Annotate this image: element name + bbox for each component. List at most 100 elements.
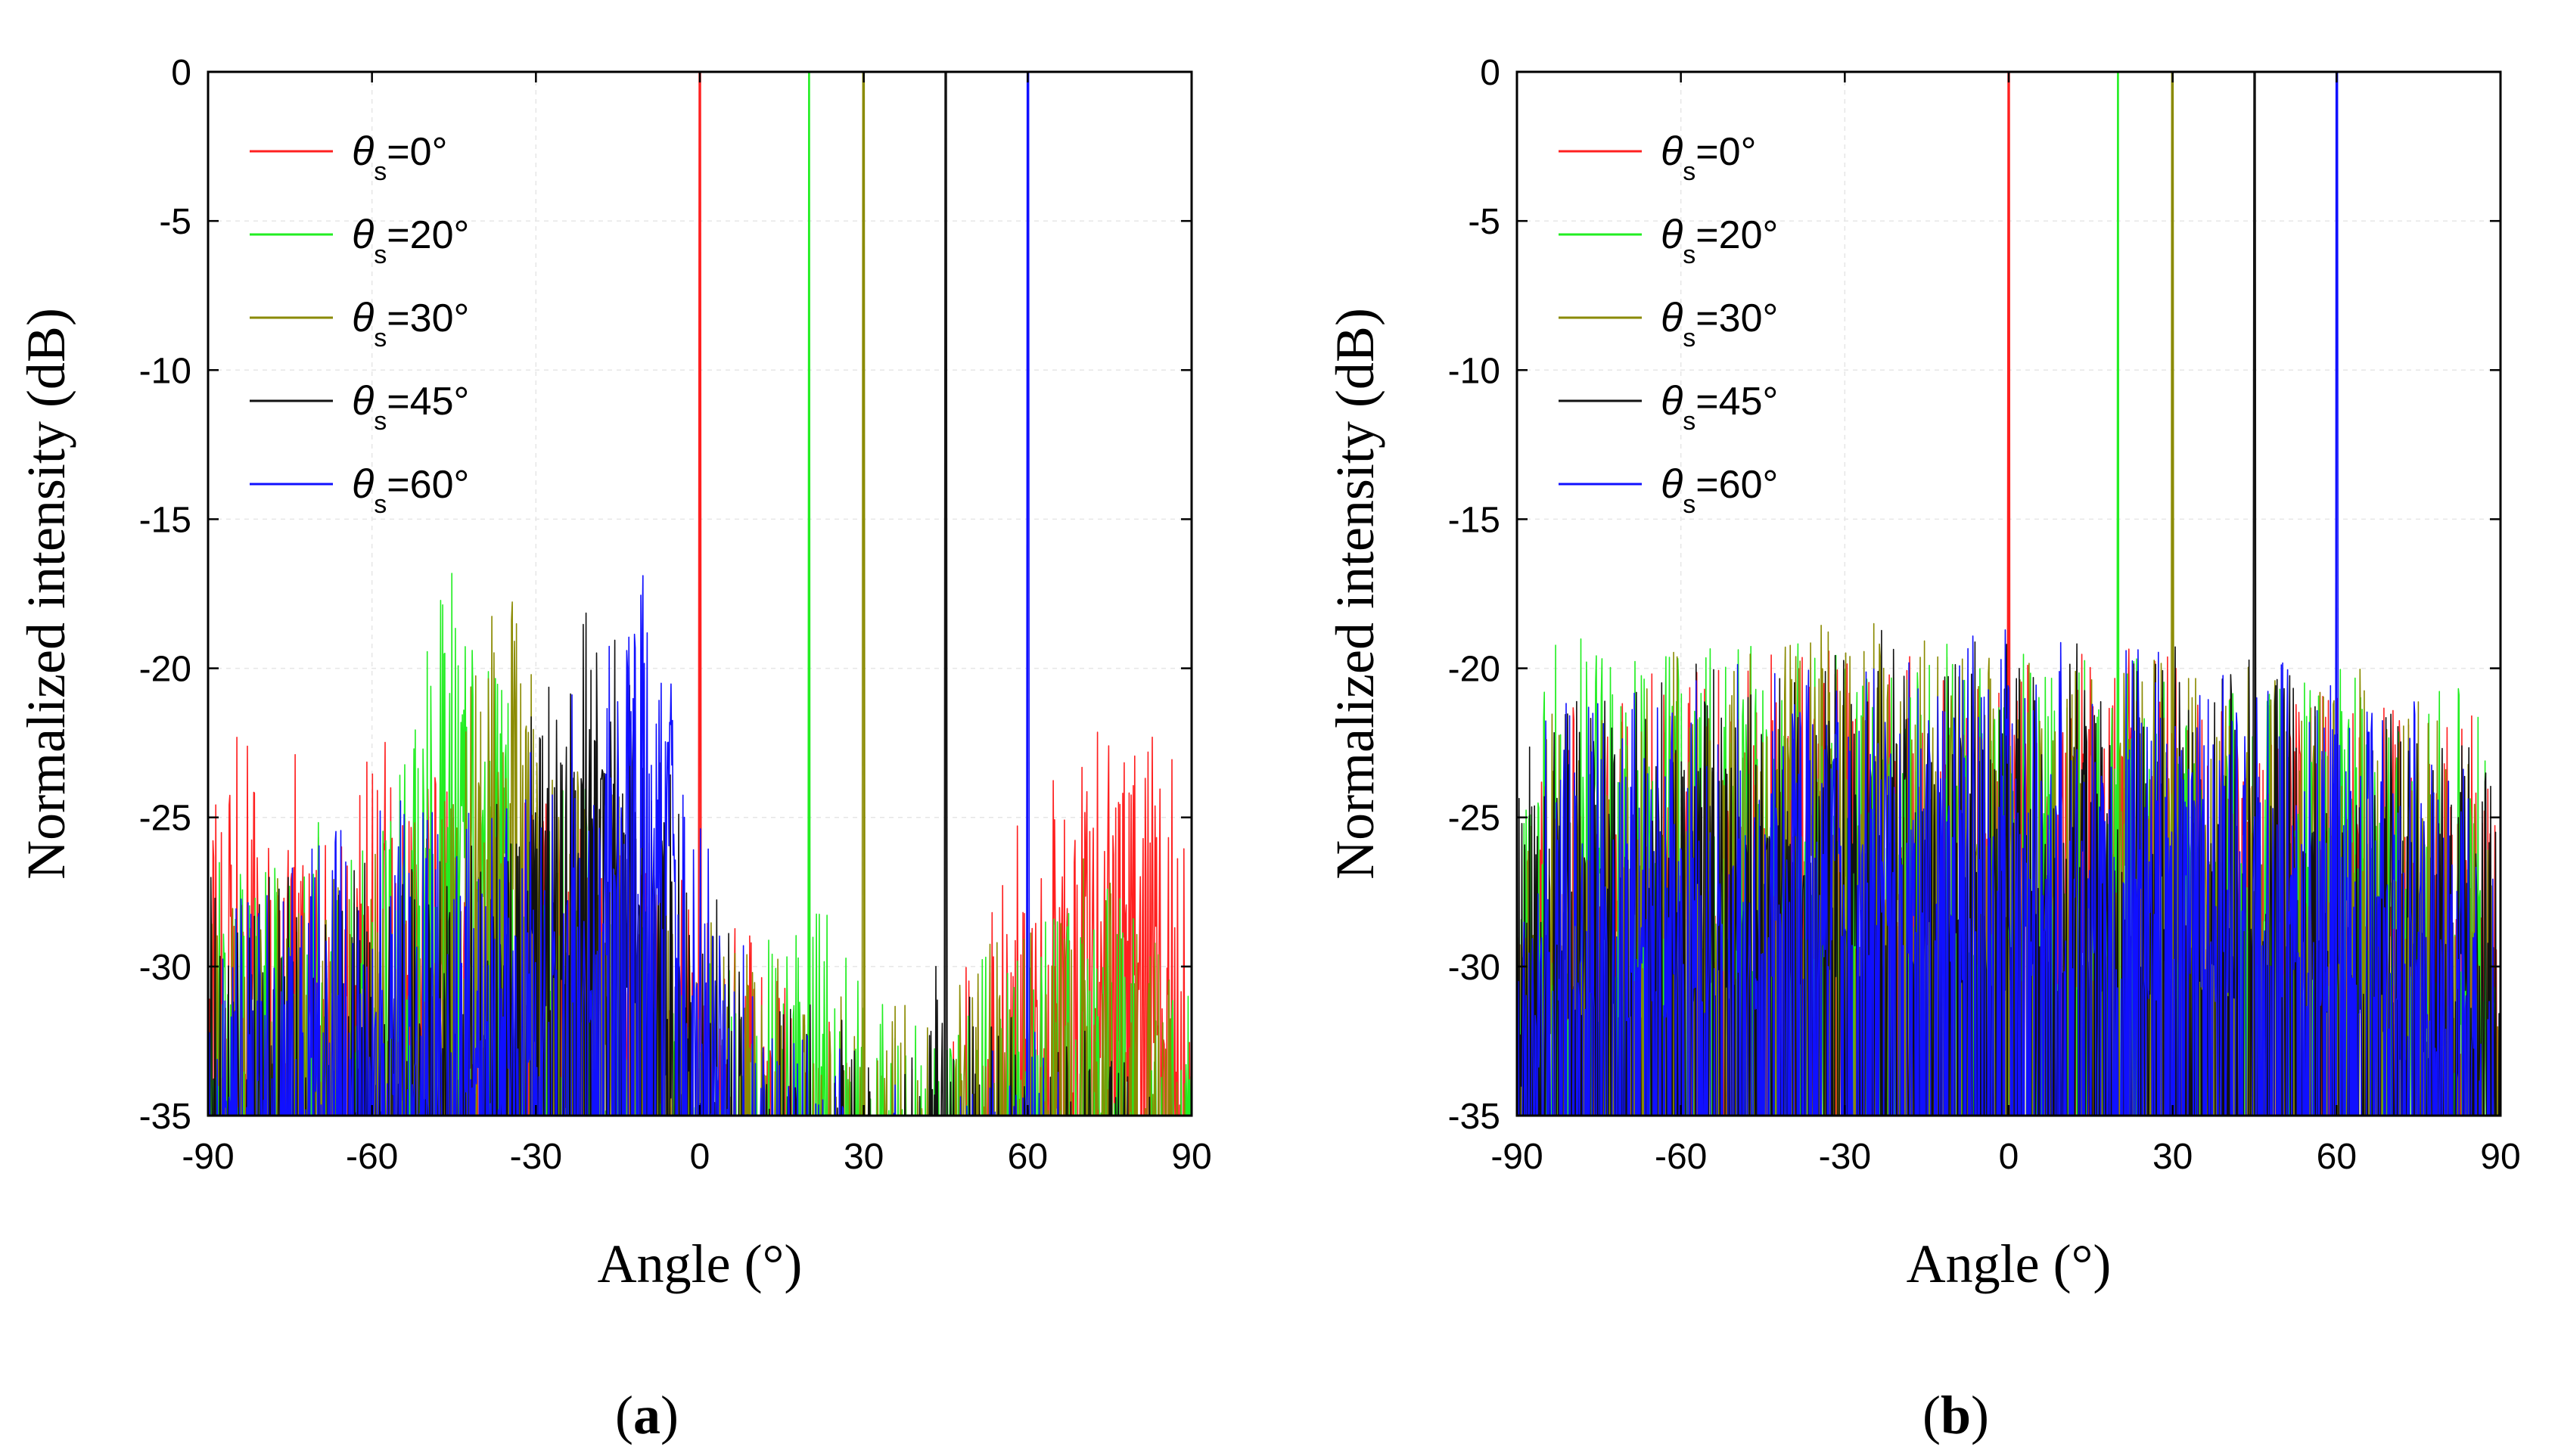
legend-label: θs=60° bbox=[352, 461, 469, 519]
legend-theta: θ bbox=[352, 129, 374, 174]
y-tick-label: -15 bbox=[139, 500, 191, 540]
caption-letter: b bbox=[1941, 1385, 1971, 1445]
legend-label: θs=60° bbox=[1661, 461, 1778, 519]
y-tick-label: -25 bbox=[1448, 799, 1500, 839]
legend-item: θs=30° bbox=[250, 295, 469, 352]
legend-label: θs=20° bbox=[352, 212, 469, 269]
y-tick-label: 0 bbox=[171, 53, 191, 93]
series-line-60deg bbox=[1517, 72, 2494, 1116]
legend-label: θs=0° bbox=[352, 129, 447, 186]
x-tick-label: -60 bbox=[1655, 1137, 1707, 1177]
legend-item: θs=0° bbox=[250, 129, 447, 186]
x-tick-label: -30 bbox=[510, 1137, 562, 1177]
legend: θs=0°θs=20°θs=30°θs=45°θs=60° bbox=[1559, 129, 1778, 519]
panel-caption: (b) bbox=[1922, 1385, 1989, 1445]
legend-item: θs=20° bbox=[250, 212, 469, 269]
legend-value: =30° bbox=[387, 296, 469, 340]
legend-item: θs=20° bbox=[1559, 212, 1778, 269]
y-tick-label: -15 bbox=[1448, 500, 1500, 540]
legend-item: θs=0° bbox=[1559, 129, 1756, 186]
legend-theta: θ bbox=[1661, 378, 1683, 424]
x-tick-label: 0 bbox=[690, 1137, 710, 1177]
series-line-60deg bbox=[208, 72, 1059, 1116]
legend-label: θs=30° bbox=[352, 295, 469, 352]
x-tick-label: 30 bbox=[2152, 1137, 2193, 1177]
legend-label: θs=20° bbox=[1661, 212, 1778, 269]
legend-subscript: s bbox=[1683, 324, 1695, 352]
x-tick-label: 90 bbox=[1171, 1137, 1211, 1177]
x-tick-label: -30 bbox=[1819, 1137, 1871, 1177]
legend-value: =45° bbox=[1695, 380, 1778, 424]
legend-label: θs=45° bbox=[1661, 378, 1778, 436]
legend-value: =60° bbox=[1695, 463, 1778, 507]
x-tick-label: 90 bbox=[2480, 1137, 2520, 1177]
legend-value: =0° bbox=[1695, 130, 1756, 174]
y-tick-label: -35 bbox=[139, 1097, 191, 1137]
legend-value: =30° bbox=[1695, 296, 1778, 340]
legend-subscript: s bbox=[374, 157, 387, 186]
caption-letter: a bbox=[633, 1385, 660, 1445]
legend-item: θs=60° bbox=[1559, 461, 1778, 519]
x-tick-label: 0 bbox=[1999, 1137, 2019, 1177]
panel-caption: (a) bbox=[615, 1385, 679, 1445]
chart-panel-a: -90 -60 -30 0 30 60 90 0 -5 -10 -15 -20 -25 -30 -35 Ang… bbox=[16, 53, 1212, 1445]
legend-theta: θ bbox=[352, 461, 374, 507]
legend-theta: θ bbox=[352, 295, 374, 340]
y-tick-label: 0 bbox=[1480, 53, 1500, 93]
y-tick-label: -10 bbox=[139, 351, 191, 391]
legend-value: =20° bbox=[387, 213, 469, 257]
legend-item: θs=60° bbox=[250, 461, 469, 519]
legend-theta: θ bbox=[352, 212, 374, 257]
legend-theta: θ bbox=[1661, 295, 1683, 340]
legend-theta: θ bbox=[1661, 461, 1683, 507]
x-tick-label: -60 bbox=[346, 1137, 398, 1177]
legend-label: θs=30° bbox=[1661, 295, 1778, 352]
legend-label: θs=0° bbox=[1661, 129, 1756, 186]
legend-item: θs=45° bbox=[250, 378, 469, 436]
y-tick-label: -5 bbox=[159, 202, 191, 242]
legend-item: θs=45° bbox=[1559, 378, 1778, 436]
caption-open: ( bbox=[1922, 1385, 1941, 1445]
legend: θs=0°θs=20°θs=30°θs=45°θs=60° bbox=[250, 129, 469, 519]
caption-close: ) bbox=[660, 1385, 679, 1445]
y-tick-label: -5 bbox=[1468, 202, 1500, 242]
y-tick-label: -10 bbox=[1448, 351, 1500, 391]
y-tick-label: -30 bbox=[1448, 948, 1500, 988]
y-tick-label: -20 bbox=[139, 650, 191, 690]
y-axis-label: Normalized intensity (dB) bbox=[1325, 308, 1385, 880]
legend-value: =20° bbox=[1695, 213, 1778, 257]
series-layer bbox=[1517, 72, 2500, 1116]
legend-label: θs=45° bbox=[352, 378, 469, 436]
legend-theta: θ bbox=[1661, 129, 1683, 174]
chart-panel-b: -90 -60 -30 0 30 60 90 0 -5 -10 -15 -20 -25 -30 -35 Ang… bbox=[1325, 53, 2521, 1445]
legend-subscript: s bbox=[374, 407, 387, 436]
legend-subscript: s bbox=[374, 241, 387, 269]
legend-subscript: s bbox=[1683, 407, 1695, 436]
x-tick-label: -90 bbox=[182, 1137, 234, 1177]
legend-value: =45° bbox=[387, 380, 469, 424]
caption-close: ) bbox=[1971, 1385, 1989, 1445]
legend-subscript: s bbox=[1683, 241, 1695, 269]
legend-subscript: s bbox=[374, 490, 387, 519]
x-axis-label: Angle (°) bbox=[598, 1234, 803, 1294]
y-tick-label: -25 bbox=[139, 799, 191, 839]
caption-open: ( bbox=[615, 1385, 633, 1445]
x-tick-label: 30 bbox=[844, 1137, 884, 1177]
legend-subscript: s bbox=[374, 324, 387, 352]
x-tick-label: 60 bbox=[1008, 1137, 1048, 1177]
y-tick-label: -20 bbox=[1448, 650, 1500, 690]
y-axis-label: Normalized intensity (dB) bbox=[16, 308, 76, 880]
x-tick-label: -90 bbox=[1490, 1137, 1543, 1177]
legend-theta: θ bbox=[352, 378, 374, 424]
legend-item: θs=30° bbox=[1559, 295, 1778, 352]
y-tick-label: -35 bbox=[1448, 1097, 1500, 1137]
legend-value: =60° bbox=[387, 463, 469, 507]
legend-value: =0° bbox=[387, 130, 447, 174]
x-axis-label: Angle (°) bbox=[1907, 1234, 2112, 1294]
legend-theta: θ bbox=[1661, 212, 1683, 257]
x-tick-label: 60 bbox=[2317, 1137, 2357, 1177]
y-tick-label: -30 bbox=[139, 948, 191, 988]
series-layer bbox=[208, 72, 1192, 1116]
legend-subscript: s bbox=[1683, 157, 1695, 186]
